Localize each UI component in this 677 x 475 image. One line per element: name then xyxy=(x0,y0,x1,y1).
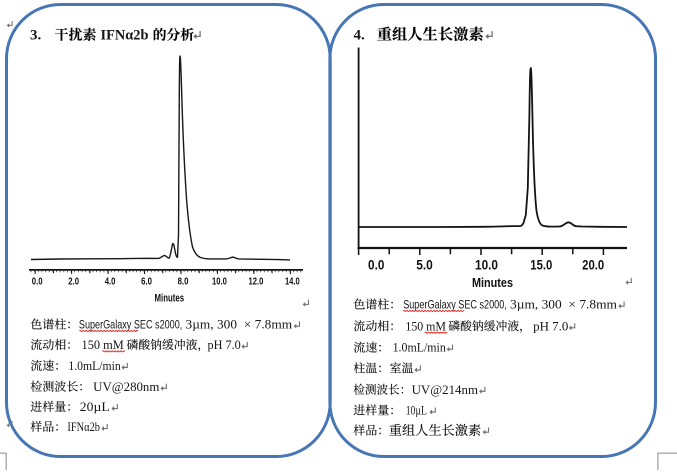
svg-text:5.0: 5.0 xyxy=(416,258,433,274)
svg-text:15.0: 15.0 xyxy=(530,258,552,274)
svg-text:1.0mL/min: 1.0mL/min xyxy=(68,359,120,373)
svg-text:Minutes: Minutes xyxy=(472,275,513,290)
svg-text:14.0: 14.0 xyxy=(285,275,300,287)
svg-text:6.0: 6.0 xyxy=(141,275,152,287)
svg-text:pH 7.0: pH 7.0 xyxy=(208,338,241,352)
svg-text:UV@214nm: UV@214nm xyxy=(412,383,479,397)
svg-text:pH 7.0: pH 7.0 xyxy=(533,319,568,333)
svg-text:10µL: 10µL xyxy=(406,404,427,418)
svg-text:SuperGalaxy SEC s2000,: SuperGalaxy SEC s2000, xyxy=(403,298,507,312)
svg-text:150 mM: 150 mM xyxy=(405,319,446,333)
svg-text:3µm, 300 × 7.8mm: 3µm, 300 × 7.8mm xyxy=(510,298,617,312)
svg-text:IFNα2b: IFNα2b xyxy=(67,420,100,434)
svg-text:3.: 3. xyxy=(30,28,42,44)
svg-text:0.0: 0.0 xyxy=(32,275,43,287)
svg-text:12.0: 12.0 xyxy=(249,275,264,287)
svg-text:UV@280nm: UV@280nm xyxy=(93,380,160,394)
svg-text:1.0mL/min: 1.0mL/min xyxy=(393,341,446,355)
svg-text:Minutes: Minutes xyxy=(155,292,185,304)
svg-text:20µL: 20µL xyxy=(80,400,110,414)
svg-text:4.: 4. xyxy=(354,28,366,44)
svg-text:SuperGalaxy SEC s2000,: SuperGalaxy SEC s2000, xyxy=(79,318,182,332)
svg-text:8.0: 8.0 xyxy=(178,275,189,287)
svg-text:20.0: 20.0 xyxy=(582,258,604,274)
svg-text:4.0: 4.0 xyxy=(105,275,116,287)
svg-text:10.0: 10.0 xyxy=(212,275,227,287)
svg-text:0.0: 0.0 xyxy=(368,258,384,274)
svg-text:IFNα2b: IFNα2b xyxy=(101,28,149,44)
svg-text:10.0: 10.0 xyxy=(475,258,498,274)
svg-text:2.0: 2.0 xyxy=(68,275,79,287)
svg-text:3µm, 300 × 7.8mm: 3µm, 300 × 7.8mm xyxy=(186,318,293,332)
svg-text:150 mM: 150 mM xyxy=(82,338,124,352)
